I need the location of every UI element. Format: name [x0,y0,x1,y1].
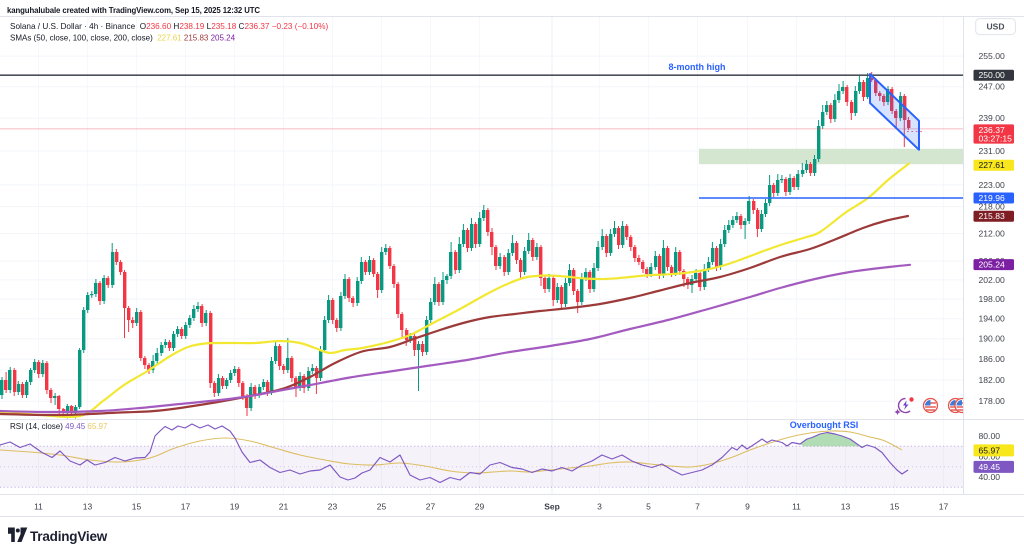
svg-text:25: 25 [377,502,387,512]
svg-text:SMAs (50, close, 100, close, 2: SMAs (50, close, 100, close, 200, close)… [10,34,236,43]
svg-text:239.00: 239.00 [979,113,1006,123]
svg-text:218.00: 218.00 [979,202,1006,212]
svg-text:9: 9 [745,502,750,512]
svg-text:182.00: 182.00 [979,375,1006,385]
svg-text:3: 3 [597,502,602,512]
svg-text:49.45: 49.45 [979,462,1001,472]
svg-text:21: 21 [279,502,289,512]
svg-text:13: 13 [83,502,93,512]
svg-text:13: 13 [841,502,851,512]
svg-text:11: 11 [34,502,43,512]
svg-text:80.00: 80.00 [979,431,1001,441]
svg-text:5: 5 [646,502,651,512]
svg-text:223.00: 223.00 [979,180,1006,190]
svg-text:65.97: 65.97 [979,445,1001,455]
svg-text:TradingView: TradingView [30,529,108,544]
svg-text:212.00: 212.00 [979,228,1006,238]
svg-text:17: 17 [181,502,191,512]
svg-text:kanguhalubale created with Tra: kanguhalubale created with TradingView.c… [7,6,260,15]
svg-text:USD: USD [987,22,1005,32]
svg-text:11: 11 [792,502,801,512]
svg-text:227.61: 227.61 [979,160,1006,170]
svg-text:194.00: 194.00 [979,314,1006,324]
svg-text:190.00: 190.00 [979,334,1006,344]
svg-text:19: 19 [230,502,240,512]
svg-text:60.00: 60.00 [979,452,1001,462]
svg-text:03:27:15: 03:27:15 [979,133,1013,143]
svg-text:RSI (14, close) 49.45 65.97: RSI (14, close) 49.45 65.97 [10,422,108,431]
svg-text:17: 17 [939,502,949,512]
svg-text:29: 29 [475,502,485,512]
svg-text:8-month high: 8-month high [669,62,726,72]
svg-text:27: 27 [426,502,436,512]
svg-text:250.00: 250.00 [979,70,1006,80]
svg-text:7: 7 [695,502,700,512]
svg-text:247.00: 247.00 [979,82,1006,92]
svg-text:40.00: 40.00 [979,472,1001,482]
svg-text:23: 23 [328,502,338,512]
svg-text:Solana / U.S. Dollar · 4h · Bi: Solana / U.S. Dollar · 4h · Binance O236… [10,22,328,31]
svg-text:236.37: 236.37 [979,125,1006,135]
svg-text:198.00: 198.00 [979,294,1006,304]
svg-text:219.96: 219.96 [979,193,1006,203]
svg-text:205.24: 205.24 [979,260,1006,270]
svg-text:178.00: 178.00 [979,396,1006,406]
svg-text:215.83: 215.83 [979,211,1006,221]
svg-text:15: 15 [132,502,142,512]
svg-text:Sep: Sep [544,502,560,512]
svg-text:255.00: 255.00 [979,51,1006,61]
svg-text:15: 15 [890,502,900,512]
svg-text:231.00: 231.00 [979,146,1006,156]
svg-text:202.00: 202.00 [979,275,1006,285]
svg-text:Overbought RSI: Overbought RSI [790,420,859,430]
svg-text:186.00: 186.00 [979,354,1006,364]
